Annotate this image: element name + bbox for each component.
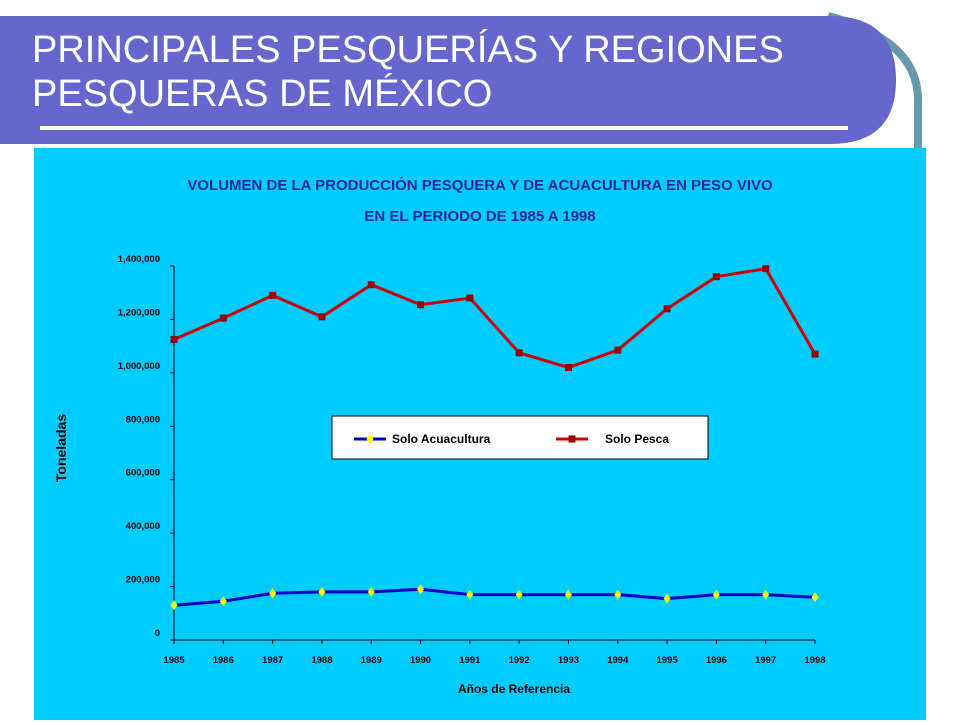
data-point-solo-acuacultura — [269, 588, 277, 599]
x-tick-label: 1987 — [262, 655, 283, 666]
axes: 0 200,000 400,000 600,000 800,000 1,000,000 1,… — [118, 254, 826, 666]
data-point-solo-acuacultura — [762, 589, 770, 600]
data-point-solo-pesca — [269, 291, 277, 299]
legend-marker-solo-pesca — [568, 435, 576, 443]
data-point-solo-pesca — [219, 314, 227, 322]
chart-area: VOLUMEN DE LA PRODUCCIÓN PESQUERA Y DE A… — [34, 148, 926, 720]
data-point-solo-pesca — [762, 265, 770, 273]
line-chart: VOLUMEN DE LA PRODUCCIÓN PESQUERA Y DE A… — [53, 176, 826, 696]
data-point-solo-acuacultura — [466, 589, 474, 600]
slide-title-line-1: PRINCIPALES PESQUERÍAS Y REGIONES — [32, 29, 784, 71]
x-tick-label: 1991 — [459, 655, 481, 666]
chart-title-line-1: VOLUMEN DE LA PRODUCCIÓN PESQUERA Y DE A… — [187, 176, 773, 194]
y-tick-label: 400,000 — [126, 521, 160, 532]
slide-title-line-2: PESQUERAS DE MÉXICO — [32, 73, 493, 115]
y-tick-label: 0 — [155, 628, 160, 639]
chart-title-line-2: EN EL PERIODO DE 1985 A 1998 — [364, 208, 595, 225]
data-point-solo-pesca — [564, 364, 572, 372]
data-point-solo-acuacultura — [170, 600, 178, 611]
x-tick-label: 1989 — [361, 655, 382, 666]
y-tick-label: 600,000 — [126, 468, 160, 479]
y-tick-label: 1,200,000 — [118, 307, 160, 318]
data-point-solo-acuacultura — [663, 593, 671, 604]
data-point-solo-acuacultura — [515, 589, 523, 600]
x-tick-label: 1995 — [657, 655, 679, 666]
slide-title-bar: PRINCIPALES PESQUERÍAS Y REGIONES PESQUE… — [0, 0, 960, 160]
data-point-solo-pesca — [811, 350, 819, 358]
data-point-solo-pesca — [170, 335, 178, 343]
x-tick-label: 1992 — [509, 655, 530, 666]
legend-label-solo-pesca: Solo Pesca — [605, 432, 669, 446]
data-point-solo-acuacultura — [564, 589, 572, 600]
data-point-solo-pesca — [318, 313, 326, 321]
series-group — [170, 265, 819, 611]
data-point-solo-pesca — [712, 273, 720, 281]
legend-marker-solo-acuacultura — [366, 434, 374, 444]
data-point-solo-acuacultura — [318, 586, 326, 597]
x-tick-label: 1990 — [410, 655, 431, 666]
data-point-solo-acuacultura — [219, 596, 227, 607]
series-line-solo-acuacultura — [173, 587, 816, 607]
y-tick-label: 1,000,000 — [118, 361, 160, 372]
data-point-solo-pesca — [466, 294, 474, 302]
data-point-solo-acuacultura — [712, 589, 720, 600]
data-point-solo-pesca — [663, 305, 671, 313]
x-tick-label: 1998 — [804, 655, 825, 666]
data-point-solo-acuacultura — [417, 584, 425, 595]
data-point-solo-acuacultura — [811, 592, 819, 603]
x-tick-label: 1986 — [213, 655, 234, 666]
y-tick-label: 200,000 — [126, 575, 160, 586]
x-tick-label: 1988 — [311, 655, 332, 666]
legend: Solo Acuacultura Solo Pesca — [331, 415, 709, 460]
title-bar-shape — [0, 12, 922, 160]
data-point-solo-pesca — [367, 281, 375, 289]
x-tick-label: 1985 — [163, 655, 185, 666]
y-tick-label: 800,000 — [126, 414, 160, 425]
data-point-solo-acuacultura — [614, 589, 622, 600]
legend-label-solo-acuacultura: Solo Acuacultura — [392, 432, 491, 446]
x-tick-label: 1993 — [558, 655, 579, 666]
x-tick-label: 1997 — [755, 655, 776, 666]
data-point-solo-pesca — [515, 349, 523, 357]
x-axis-label: Años de Referencia — [458, 682, 570, 696]
x-tick-label: 1996 — [706, 655, 727, 666]
legend-box — [331, 415, 709, 460]
slide-title: PRINCIPALES PESQUERÍAS Y REGIONES PESQUE… — [32, 28, 852, 116]
data-point-solo-pesca — [417, 301, 425, 309]
data-point-solo-pesca — [614, 346, 622, 354]
y-axis-label: Toneladas — [53, 414, 69, 482]
x-tick-label: 1994 — [607, 655, 629, 666]
data-point-solo-acuacultura — [367, 586, 375, 597]
series-line-solo-pesca — [173, 267, 817, 370]
y-tick-label: 1,400,000 — [118, 254, 160, 265]
